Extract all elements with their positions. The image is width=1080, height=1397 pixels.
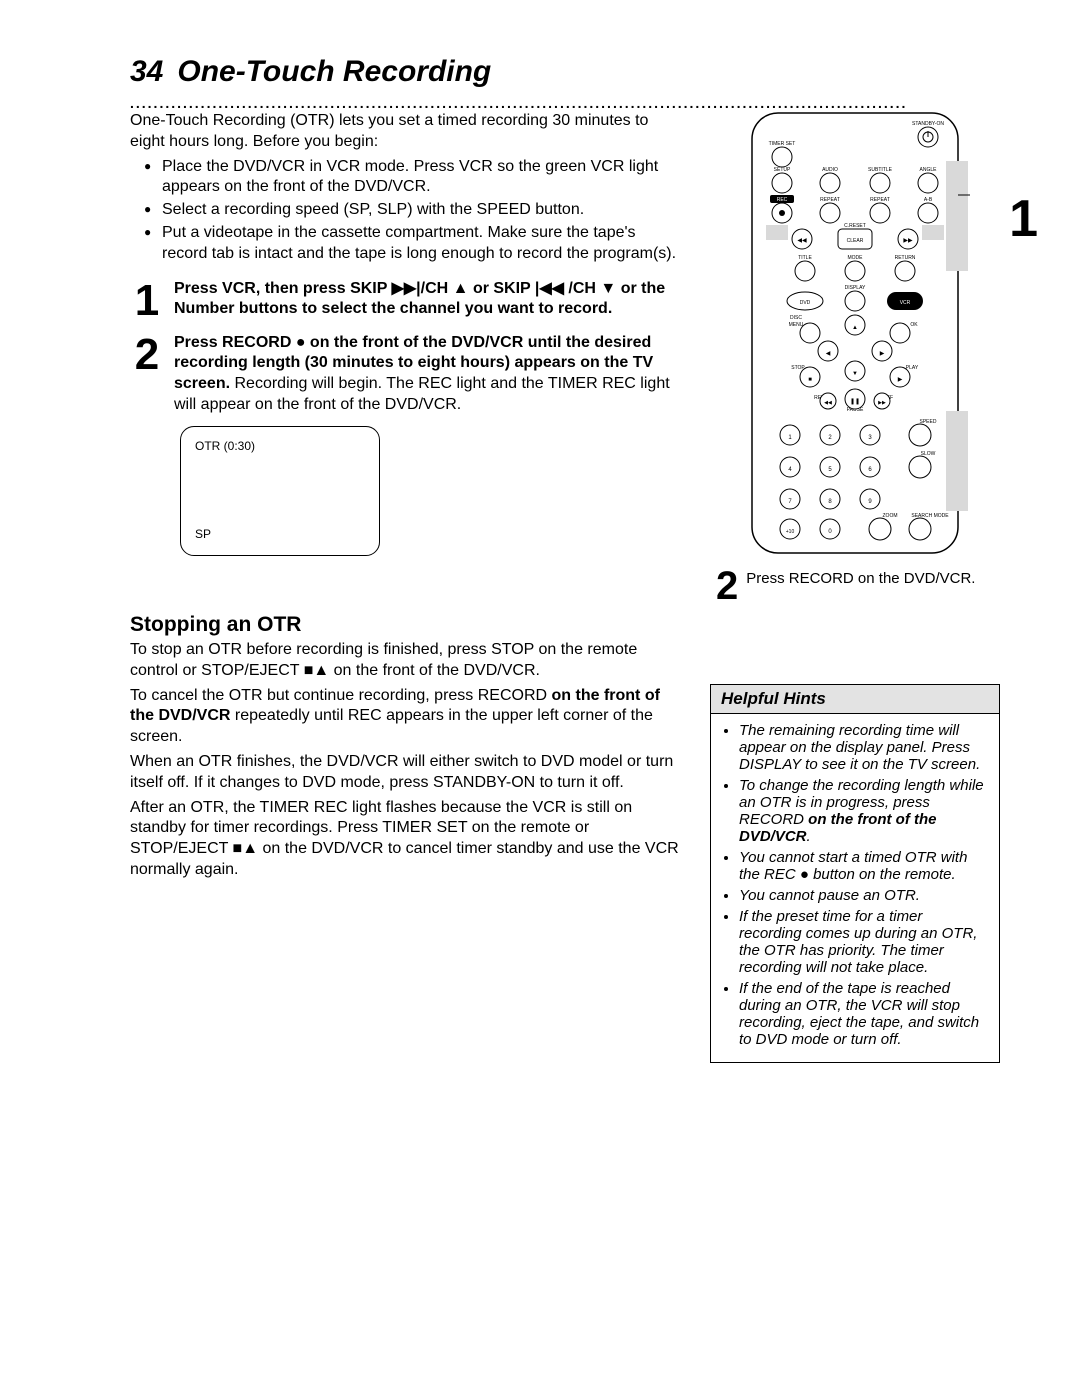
remote-step-2-number: 2 bbox=[716, 566, 738, 606]
hint-3: You cannot start a timed OTR with the RE… bbox=[739, 849, 985, 883]
bullet-3: Put a videotape in the cassette compartm… bbox=[148, 223, 682, 265]
svg-text:▼: ▼ bbox=[852, 371, 858, 377]
stopping-heading: Stopping an OTR bbox=[130, 611, 682, 638]
tv-screen: OTR (0:30) SP bbox=[180, 426, 380, 556]
stop-p1: To stop an OTR before recording is finis… bbox=[130, 640, 682, 682]
svg-text:DISC: DISC bbox=[790, 315, 802, 321]
bullet-2: Select a recording speed (SP, SLP) with … bbox=[148, 200, 682, 221]
svg-text:+10: +10 bbox=[786, 529, 795, 535]
callout-1: 1 bbox=[1009, 189, 1038, 249]
stop-p4: After an OTR, the TIMER REC light flashe… bbox=[130, 798, 682, 881]
title-dots: ........................................… bbox=[130, 95, 1000, 111]
hint-6: If the end of the tape is reached during… bbox=[739, 980, 985, 1048]
step-1-text: Press VCR, then press SKIP ▶▶|/CH ▲ or S… bbox=[174, 279, 682, 323]
svg-text:SETUP: SETUP bbox=[774, 167, 791, 173]
svg-text:AUDIO: AUDIO bbox=[822, 167, 838, 173]
svg-text:REPEAT: REPEAT bbox=[870, 197, 890, 203]
svg-text:◀: ◀ bbox=[826, 351, 831, 357]
svg-text:◀◀: ◀◀ bbox=[824, 400, 832, 406]
stop-p3: When an OTR finishes, the DVD/VCR will e… bbox=[130, 752, 682, 794]
intro-text: One-Touch Recording (OTR) lets you set a… bbox=[130, 111, 682, 153]
page-number: 34 bbox=[130, 55, 163, 89]
helpful-hints-box: Helpful Hints The remaining recording ti… bbox=[710, 684, 1000, 1063]
svg-text:◀◀: ◀◀ bbox=[797, 238, 807, 244]
svg-text:▶▶: ▶▶ bbox=[878, 400, 886, 406]
step-1-number: 1 bbox=[130, 279, 164, 323]
svg-text:MODE: MODE bbox=[848, 255, 864, 261]
bullet-1: Place the DVD/VCR in VCR mode. Press VCR… bbox=[148, 157, 682, 199]
svg-text:CLEAR: CLEAR bbox=[847, 238, 864, 244]
svg-text:C.RESET: C.RESET bbox=[844, 223, 866, 229]
svg-text:ZOOM: ZOOM bbox=[883, 513, 898, 519]
svg-text:RETURN: RETURN bbox=[895, 255, 916, 261]
hint-4: You cannot pause an OTR. bbox=[739, 887, 985, 904]
svg-text:▶▶: ▶▶ bbox=[903, 238, 913, 244]
tv-otr-label: OTR (0:30) bbox=[195, 439, 365, 455]
hint-1: The remaining recording time will appear… bbox=[739, 722, 985, 773]
svg-text:❚❚: ❚❚ bbox=[850, 398, 860, 405]
svg-text:OK: OK bbox=[910, 322, 918, 328]
svg-text:■: ■ bbox=[808, 377, 812, 383]
step-2-rest: Recording will begin. The REC light and … bbox=[174, 375, 670, 413]
svg-text:TIMER SET: TIMER SET bbox=[769, 141, 796, 147]
hint-5: If the preset time for a timer recording… bbox=[739, 908, 985, 976]
page-title: One-Touch Recording bbox=[177, 55, 491, 89]
svg-text:SUBTITLE: SUBTITLE bbox=[868, 167, 893, 173]
step-2-number: 2 bbox=[130, 333, 164, 416]
svg-text:▶: ▶ bbox=[880, 351, 885, 357]
hint-2c: . bbox=[807, 828, 811, 845]
hint-2: To change the recording length while an … bbox=[739, 777, 985, 845]
svg-text:▲: ▲ bbox=[852, 325, 858, 331]
svg-text:DVD: DVD bbox=[800, 300, 811, 306]
svg-text:ANGLE: ANGLE bbox=[920, 167, 938, 173]
svg-text:REPEAT: REPEAT bbox=[820, 197, 840, 203]
svg-text:TITLE: TITLE bbox=[798, 255, 812, 261]
helpful-hints-heading: Helpful Hints bbox=[711, 685, 999, 714]
svg-text:STANDBY-ON: STANDBY-ON bbox=[912, 121, 944, 127]
svg-text:DISPLAY: DISPLAY bbox=[845, 285, 866, 291]
svg-text:REC: REC bbox=[777, 197, 788, 203]
stop-p2a: To cancel the OTR but continue recording… bbox=[130, 687, 552, 704]
tv-sp-label: SP bbox=[195, 527, 365, 543]
step-2-text: Press RECORD ● on the front of the DVD/V… bbox=[174, 333, 682, 416]
stop-p2: To cancel the OTR but continue recording… bbox=[130, 686, 682, 748]
svg-text:▶: ▶ bbox=[898, 377, 903, 383]
svg-text:VCR: VCR bbox=[900, 300, 911, 306]
svg-text:A-B: A-B bbox=[924, 197, 933, 203]
remote-step-2-text: Press RECORD on the DVD/VCR. bbox=[746, 566, 975, 587]
remote-diagram: 1 STANDBY-ON TIMER SET SETUP bbox=[710, 111, 1000, 556]
